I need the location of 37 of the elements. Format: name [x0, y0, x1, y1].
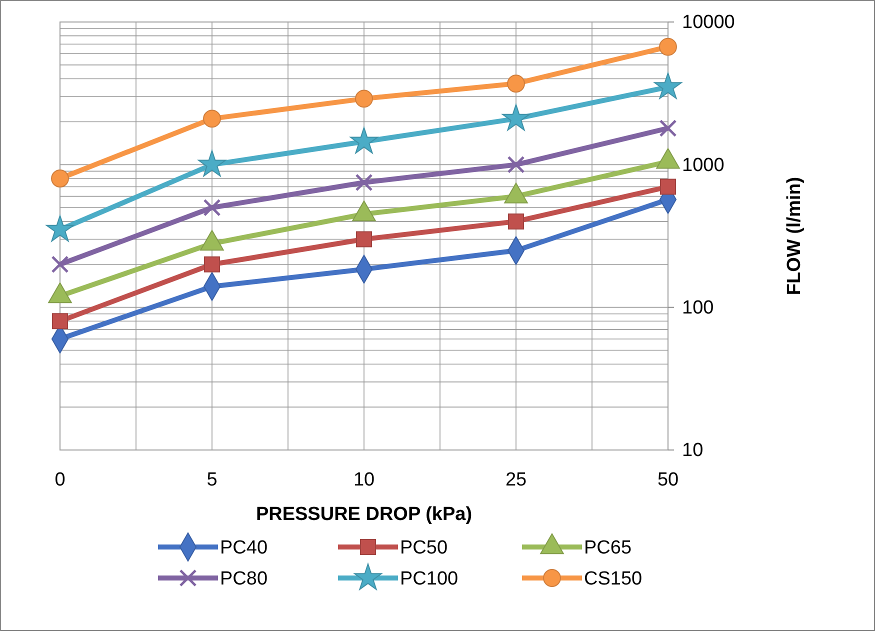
point — [660, 178, 676, 195]
legend-label: PC65 — [584, 538, 632, 559]
legend-label: CS150 — [584, 568, 642, 590]
x-tick-label: 25 — [505, 469, 527, 490]
y-tick-label: 1000 — [682, 154, 724, 176]
legend-label: PC80 — [220, 568, 268, 590]
point — [507, 156, 525, 174]
x-tick-label: 0 — [54, 469, 66, 490]
point — [51, 256, 69, 274]
point — [502, 104, 530, 131]
x-axis-title: PRESSURE DROP (kPa) — [256, 504, 472, 525]
legend-label: PC100 — [400, 568, 458, 590]
y-tick-label: 10000 — [682, 12, 735, 34]
point — [355, 90, 373, 108]
point — [46, 215, 74, 242]
point — [350, 126, 378, 154]
point — [203, 110, 221, 128]
point — [508, 213, 524, 230]
legend-label: PC50 — [400, 538, 448, 559]
x-tick-label: 10 — [353, 469, 375, 490]
point — [356, 231, 372, 248]
y-axis-title: FLOW (l/min) — [784, 176, 805, 296]
y-tick-label: 100 — [682, 297, 714, 318]
point — [204, 256, 220, 272]
point — [659, 120, 677, 137]
point — [355, 174, 373, 192]
point — [203, 198, 221, 216]
point — [659, 38, 677, 56]
point — [51, 170, 69, 188]
y-tick-label: 10 — [682, 440, 704, 462]
point — [52, 313, 68, 330]
point — [198, 150, 226, 177]
legend-label: PC40 — [220, 538, 268, 559]
point — [507, 74, 525, 93]
point — [654, 72, 682, 99]
x-tick-label: 50 — [657, 469, 679, 490]
x-tick-label: 5 — [206, 469, 218, 490]
